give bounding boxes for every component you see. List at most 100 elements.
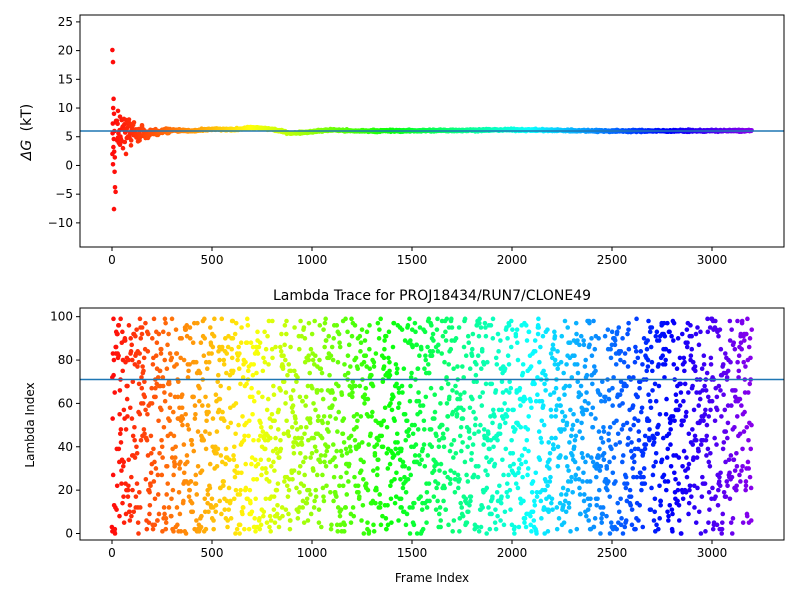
lambda-trace-x-tick-label: 0 (108, 546, 116, 560)
lambda-trace-point (434, 485, 439, 491)
lambda-trace-point (387, 461, 393, 467)
lambda-trace-point (525, 427, 531, 432)
lambda-trace-point (297, 463, 303, 469)
lambda-trace-point (316, 507, 322, 512)
lambda-trace-point (550, 342, 556, 348)
lambda-trace-point (174, 505, 180, 510)
lambda-trace-point (117, 388, 123, 393)
lambda-trace-point (462, 390, 467, 395)
lambda-trace-point (593, 416, 598, 421)
lambda-trace-point (110, 416, 115, 421)
lambda-trace-point (428, 427, 434, 432)
lambda-trace-point (121, 407, 127, 413)
lambda-trace-point (325, 444, 331, 450)
lambda-trace-point (404, 511, 410, 517)
delta-g-y-tick-label: −10 (48, 216, 73, 230)
lambda-trace-point (299, 435, 305, 441)
lambda-trace-point (656, 422, 661, 428)
lambda-trace-point (645, 338, 651, 343)
lambda-trace-point (429, 444, 435, 450)
lambda-trace-point (548, 474, 553, 480)
lambda-trace-point (720, 362, 726, 367)
lambda-trace-point (439, 385, 444, 391)
lambda-trace-point (248, 340, 254, 345)
lambda-trace-point (694, 390, 699, 395)
lambda-trace-point (549, 435, 554, 441)
lambda-trace-point (193, 472, 199, 478)
lambda-trace-point (457, 433, 463, 439)
lambda-trace-point (729, 327, 734, 332)
lambda-trace-point (217, 498, 223, 504)
lambda-trace-point (358, 340, 364, 345)
lambda-trace-point (201, 353, 207, 359)
lambda-trace-point (563, 492, 569, 497)
lambda-trace-point (511, 461, 516, 467)
lambda-trace-point (555, 444, 561, 450)
lambda-trace-point (528, 513, 533, 519)
lambda-trace-point (148, 470, 154, 476)
lambda-trace-point (469, 353, 475, 359)
lambda-trace-point (573, 433, 579, 439)
lambda-trace-point (626, 346, 632, 352)
lambda-trace-point (160, 529, 165, 534)
lambda-trace-point (335, 529, 341, 534)
lambda-trace-point (117, 411, 122, 417)
lambda-trace-point (406, 466, 412, 471)
lambda-trace-point (125, 494, 131, 499)
lambda-trace-point (638, 470, 643, 476)
lambda-trace-point (681, 418, 686, 424)
lambda-trace-point (619, 516, 624, 521)
lambda-trace-point (695, 325, 700, 330)
lambda-trace-point (492, 520, 498, 525)
lambda-trace-point (285, 494, 291, 499)
lambda-trace-point (599, 520, 605, 525)
lambda-trace-point (690, 427, 695, 432)
lambda-trace-point (736, 353, 742, 359)
lambda-trace-point (524, 437, 530, 443)
lambda-trace-point (705, 329, 711, 335)
lambda-trace-point (724, 479, 730, 484)
lambda-trace-point (743, 487, 748, 493)
lambda-trace-point (198, 340, 204, 345)
lambda-trace-point (290, 403, 296, 408)
lambda-trace-point (479, 403, 485, 408)
lambda-trace-point (717, 327, 723, 332)
lambda-trace-point (249, 385, 254, 391)
lambda-trace-point (598, 435, 604, 441)
lambda-trace-point (145, 349, 151, 354)
lambda-trace-point (647, 427, 652, 432)
lambda-trace-point (293, 420, 299, 426)
lambda-trace-point (716, 479, 722, 484)
lambda-trace-point (621, 359, 627, 365)
lambda-trace-point (664, 396, 669, 402)
lambda-trace-point (620, 531, 626, 536)
lambda-trace-point (132, 437, 137, 443)
lambda-trace-point (608, 355, 614, 361)
lambda-trace-point (699, 494, 705, 499)
lambda-trace-point (737, 396, 743, 402)
lambda-trace-point (221, 357, 227, 363)
lambda-trace-point (597, 446, 602, 452)
lambda-trace-point (469, 346, 475, 352)
lambda-trace-point (581, 342, 587, 348)
lambda-trace-point (598, 531, 603, 536)
lambda-trace-point (477, 316, 482, 322)
lambda-trace-point (382, 405, 388, 411)
lambda-trace-point (125, 487, 131, 493)
lambda-trace-point (392, 500, 398, 506)
lambda-trace-point (275, 427, 281, 432)
lambda-trace-point (629, 522, 635, 528)
lambda-trace-point (337, 483, 342, 489)
lambda-trace-point (497, 431, 503, 437)
lambda-trace-point (173, 327, 179, 332)
lambda-trace-point (231, 444, 237, 450)
lambda-trace-point (510, 450, 516, 456)
lambda-trace-point (438, 401, 443, 406)
lambda-trace-point (440, 333, 446, 339)
lambda-trace-point (573, 476, 578, 482)
lambda-trace-point (444, 375, 449, 380)
lambda-trace-point (326, 333, 332, 339)
lambda-trace-point (433, 507, 439, 512)
lambda-trace-point (211, 526, 216, 532)
lambda-trace-point (740, 463, 745, 469)
